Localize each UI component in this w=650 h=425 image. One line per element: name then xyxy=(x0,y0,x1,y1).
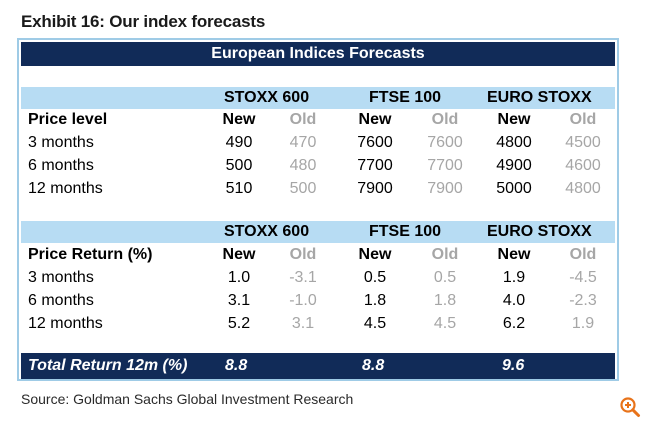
value-cell: 7700 xyxy=(357,157,393,174)
value-cell: 480 xyxy=(289,157,317,174)
old-header: Old xyxy=(569,246,597,263)
value-cell: 7600 xyxy=(427,134,463,151)
value-cell: 4600 xyxy=(565,157,601,174)
value-cell: 1.8 xyxy=(433,292,457,309)
value-cell: 0.5 xyxy=(363,269,387,286)
value-cell: -4.5 xyxy=(569,269,597,286)
old-header: Old xyxy=(431,111,459,128)
row-label: 12 months xyxy=(28,180,103,197)
value-cell: 510 xyxy=(225,180,253,197)
value-cell: 7900 xyxy=(357,180,393,197)
old-header: Old xyxy=(289,246,317,263)
value-cell: -3.1 xyxy=(289,269,317,286)
table-banner: European Indices Forecasts xyxy=(21,42,615,66)
total-return-stoxx600: 8.8 xyxy=(225,357,248,374)
forecast-table: European Indices Forecasts STOXX 600 FTS… xyxy=(17,38,619,381)
value-cell: 490 xyxy=(225,134,253,151)
row-label: 12 months xyxy=(28,315,103,332)
value-cell: 7600 xyxy=(357,134,393,151)
value-cell: -1.0 xyxy=(289,292,317,309)
value-cell: 7900 xyxy=(427,180,463,197)
index-header-stoxx600: STOXX 600 xyxy=(224,223,310,240)
value-cell: 4.0 xyxy=(502,292,526,309)
value-cell: 3.1 xyxy=(227,292,251,309)
price-return-label: Price Return (%) xyxy=(28,246,153,263)
price-level-label: Price level xyxy=(28,111,108,128)
total-return-ftse100: 8.8 xyxy=(362,357,385,374)
zoom-in-icon[interactable] xyxy=(619,396,641,418)
price-return-index-header xyxy=(21,221,615,243)
value-cell: 4800 xyxy=(565,180,601,197)
total-return-row: Total Return 12m (%) 8.8 8.8 9.6 xyxy=(21,353,615,379)
value-cell: 4.5 xyxy=(433,315,457,332)
new-header: New xyxy=(358,246,392,263)
index-header-eurostoxx: EURO STOXX xyxy=(487,223,592,240)
value-cell: 0.5 xyxy=(433,269,457,286)
index-header-ftse100: FTSE 100 xyxy=(369,89,442,106)
total-return-eurostoxx: 9.6 xyxy=(502,357,525,374)
value-cell: 1.9 xyxy=(502,269,526,286)
total-return-label: Total Return 12m (%) xyxy=(28,357,188,374)
value-cell: 1.0 xyxy=(227,269,251,286)
value-cell: 7700 xyxy=(427,157,463,174)
row-label: 3 months xyxy=(28,134,94,151)
old-header: Old xyxy=(569,111,597,128)
row-label: 3 months xyxy=(28,269,94,286)
value-cell: 5000 xyxy=(496,180,532,197)
value-cell: -2.3 xyxy=(569,292,597,309)
new-header: New xyxy=(497,111,531,128)
old-header: Old xyxy=(289,111,317,128)
value-cell: 500 xyxy=(225,157,253,174)
new-header: New xyxy=(222,246,256,263)
new-header: New xyxy=(358,111,392,128)
new-header: New xyxy=(222,111,256,128)
value-cell: 4900 xyxy=(496,157,532,174)
value-cell: 470 xyxy=(289,134,317,151)
price-level-index-header xyxy=(21,87,615,109)
row-label: 6 months xyxy=(28,292,94,309)
old-header: Old xyxy=(431,246,459,263)
value-cell: 6.2 xyxy=(502,315,526,332)
value-cell: 4500 xyxy=(565,134,601,151)
source-note: Source: Goldman Sachs Global Investment … xyxy=(21,391,354,407)
value-cell: 3.1 xyxy=(291,315,315,332)
new-header: New xyxy=(497,246,531,263)
exhibit-title: Exhibit 16: Our index forecasts xyxy=(21,12,266,31)
value-cell: 500 xyxy=(289,180,317,197)
index-header-ftse100: FTSE 100 xyxy=(369,223,442,240)
index-header-stoxx600: STOXX 600 xyxy=(224,89,310,106)
value-cell: 4800 xyxy=(496,134,532,151)
index-header-eurostoxx: EURO STOXX xyxy=(487,89,592,106)
value-cell: 4.5 xyxy=(363,315,387,332)
value-cell: 1.9 xyxy=(571,315,595,332)
value-cell: 5.2 xyxy=(227,315,251,332)
row-label: 6 months xyxy=(28,157,94,174)
value-cell: 1.8 xyxy=(363,292,387,309)
